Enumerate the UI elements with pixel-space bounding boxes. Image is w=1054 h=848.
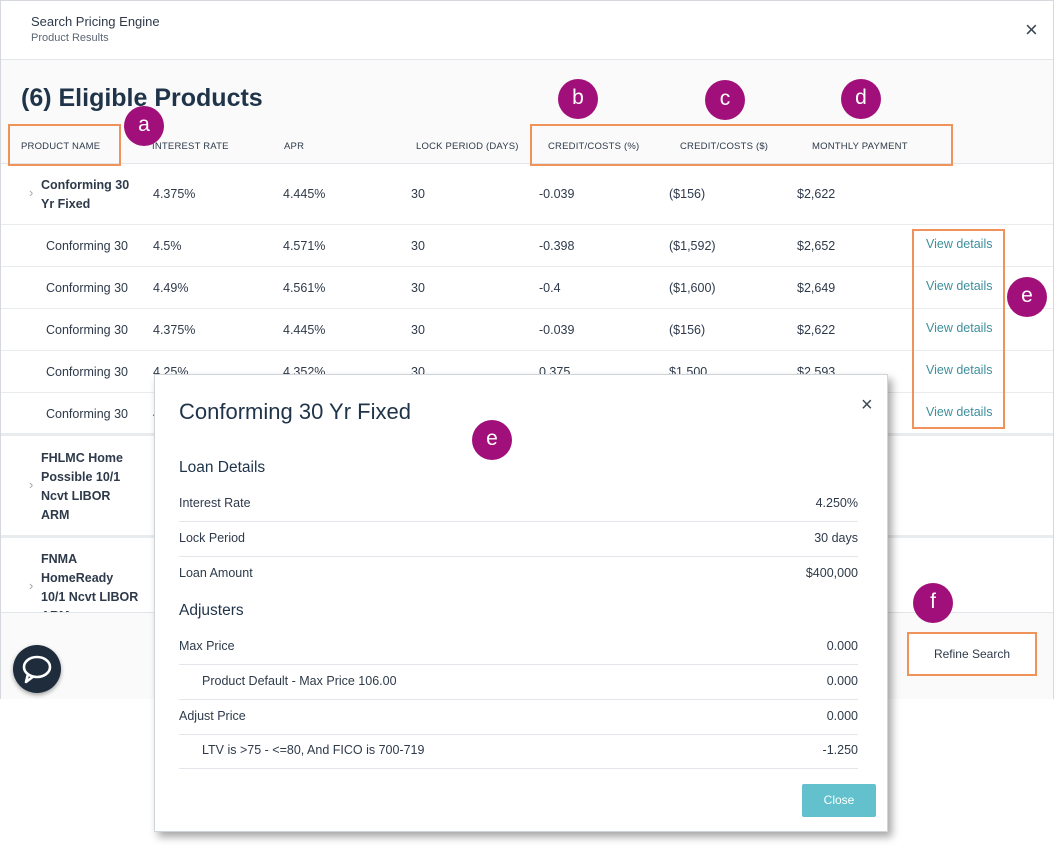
detail-value: 30 days [814,531,858,545]
adjuster-row: LTV is >75 - <=80, And FICO is 700-719 -… [179,733,858,769]
annotation-marker-e: e [1007,277,1047,317]
product-group-row[interactable]: › Conforming 30 Yr Fixed 4.375% 4.445% 3… [1,164,1053,225]
row-lock-period: 30 [411,239,425,253]
column-header-lock-period[interactable]: LOCK PERIOD (DAYS) [416,141,519,152]
detail-row: Loan Amount $400,000 [179,556,858,591]
adjuster-row: Product Default - Max Price 106.00 0.000 [179,664,858,700]
column-header-credit-costs-usd[interactable]: CREDIT/COSTS ($) [680,141,769,152]
group-monthly-payment: $2,622 [797,187,836,201]
refine-search-button[interactable]: Refine Search [907,632,1037,676]
row-credit-usd: ($156) [669,323,706,337]
annotation-marker-d: d [841,79,881,119]
row-credit-usd: ($1,600) [669,281,716,295]
adjusters-heading: Adjusters [179,602,244,619]
row-credit-pct: -0.4 [539,281,561,295]
close-icon[interactable]: × [1025,17,1038,42]
group-credit-pct: -0.039 [539,187,575,201]
row-apr: 4.445% [283,323,326,337]
view-details-link[interactable]: View details [926,279,993,293]
adjuster-row: Max Price 0.000 [179,629,858,665]
window-header: Search Pricing Engine Product Results × [1,1,1053,60]
annotation-marker-b: b [558,79,598,119]
table-row: Conforming 30 4.49% 4.561% 30 -0.4 ($1,6… [1,267,1053,309]
column-header-interest-rate[interactable]: INTEREST RATE [152,141,229,152]
annotation-marker-e: e [472,420,512,460]
adjuster-value: -1.250 [822,743,858,757]
column-header-credit-costs-pct[interactable]: CREDIT/COSTS (%) [548,141,640,152]
highlight-box-view-details [912,229,1005,429]
adjuster-label: Max Price [179,639,235,653]
chat-bubble-icon [22,655,52,684]
modal-title: Conforming 30 Yr Fixed [179,399,411,424]
row-monthly-payment: $2,649 [797,281,836,295]
view-details-link[interactable]: View details [926,405,993,419]
row-credit-pct: -0.039 [539,323,575,337]
highlight-box-credit-payment [530,124,953,166]
group-credit-usd: ($156) [669,187,706,201]
row-apr: 4.571% [283,239,326,253]
column-header-apr[interactable]: APR [284,141,305,152]
annotation-marker-c: c [705,80,745,120]
detail-label: Loan Amount [179,566,253,580]
row-credit-usd: ($1,592) [669,239,716,253]
group-apr: 4.445% [283,187,326,201]
window-title: Search Pricing Engine [31,14,160,29]
row-product-name: Conforming 30 [46,239,128,253]
view-details-link[interactable]: View details [926,363,993,377]
detail-row: Lock Period 30 days [179,521,858,557]
row-monthly-payment: $2,652 [797,239,836,253]
table-row: Conforming 30 4.375% 4.445% 30 -0.039 ($… [1,309,1053,351]
adjuster-label: Adjust Price [179,709,246,723]
table-row: Conforming 30 4.5% 4.571% 30 -0.398 ($1,… [1,225,1053,267]
chevron-right-icon[interactable]: › [29,477,34,492]
chevron-right-icon[interactable]: › [29,185,34,200]
adjuster-value: 0.000 [826,709,858,723]
row-interest-rate: 4.375% [153,323,196,337]
column-header-product-name[interactable]: PRODUCT NAME [21,141,101,152]
row-product-name: Conforming 30 [46,365,128,379]
close-button[interactable]: Close [802,784,876,817]
close-icon[interactable]: × [861,394,873,416]
adjuster-value: 0.000 [826,639,858,653]
row-apr: 4.561% [283,281,326,295]
detail-value: 4.250% [815,496,858,510]
product-group-name: FHLMC Home Possible 10/1 Ncvt LIBOR ARM [41,451,123,522]
product-details-modal: Conforming 30 Yr Fixed × Loan Details In… [154,374,888,832]
annotation-marker-f: f [913,583,953,623]
product-group-row[interactable]: › FNMA HomeReady 10/1 Ncvt LIBOR ARM [1,538,1053,612]
adjuster-row: Adjust Price 0.000 [179,699,858,735]
detail-row: Interest Rate 4.250% [179,486,858,522]
row-interest-rate: 4.5% [153,239,182,253]
adjuster-value: 0.000 [826,674,858,688]
adjuster-label: LTV is >75 - <=80, And FICO is 700-719 [202,743,425,757]
detail-value: $400,000 [805,566,858,580]
view-details-link[interactable]: View details [926,321,993,335]
annotation-marker-a: a [124,106,164,146]
group-interest-rate: 4.375% [153,187,196,201]
chat-button[interactable] [13,645,61,693]
row-product-name: Conforming 30 [46,281,128,295]
loan-details-heading: Loan Details [179,459,266,476]
row-product-name: Conforming 30 [46,407,128,421]
window-subtitle: Product Results [31,32,109,44]
row-product-name: Conforming 30 [46,323,128,337]
product-group-name: Conforming 30 Yr Fixed [41,178,130,211]
row-interest-rate: 4.49% [153,281,189,295]
row-credit-pct: -0.398 [539,239,575,253]
detail-label: Lock Period [179,531,246,545]
chevron-right-icon[interactable]: › [29,578,34,593]
adjuster-label: Product Default - Max Price 106.00 [202,674,397,688]
row-lock-period: 30 [411,323,425,337]
highlight-box-product-name [8,124,121,166]
product-group-name: FNMA HomeReady 10/1 Ncvt LIBOR ARM [41,552,139,612]
column-header-monthly-payment[interactable]: MONTHLY PAYMENT [812,141,908,152]
detail-label: Interest Rate [179,496,251,510]
view-details-link[interactable]: View details [926,237,993,251]
row-monthly-payment: $2,622 [797,323,836,337]
row-lock-period: 30 [411,281,425,295]
group-lock-period: 30 [411,187,425,201]
